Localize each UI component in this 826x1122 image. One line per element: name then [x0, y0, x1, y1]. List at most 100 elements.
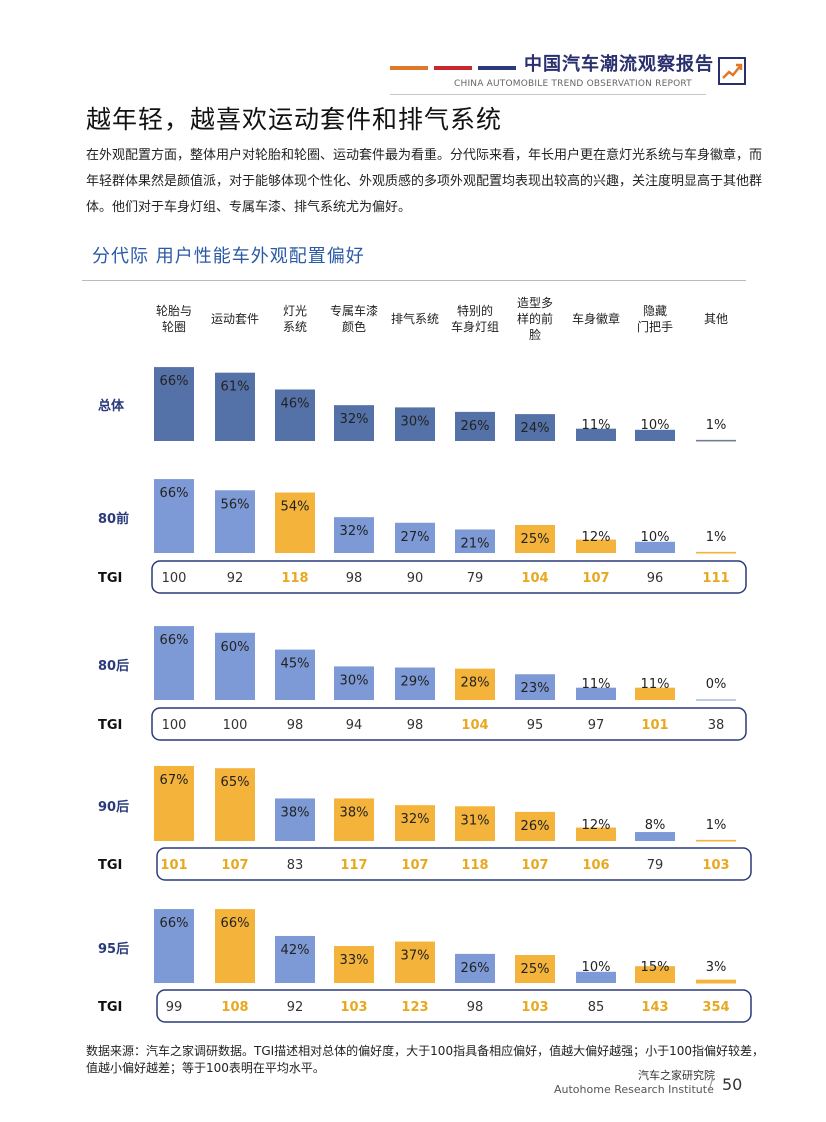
data-label: 67%	[160, 773, 189, 788]
report-title: 中国汽车潮流观察报告	[524, 54, 714, 75]
data-label: 10%	[641, 418, 670, 433]
bar	[696, 839, 736, 841]
data-label: 25%	[521, 532, 550, 547]
bar	[395, 941, 435, 983]
bar	[455, 411, 495, 441]
data-label: 1%	[706, 530, 727, 545]
data-label: 30%	[401, 414, 430, 429]
tgi-value: 101	[160, 858, 187, 873]
bar	[275, 492, 315, 553]
data-label: 29%	[401, 675, 430, 690]
category-label: 其他	[704, 312, 728, 326]
category-label: 样的前	[517, 311, 553, 326]
tgi-value: 99	[166, 1000, 183, 1015]
tgi-label: TGI	[98, 718, 122, 733]
bar	[635, 429, 675, 441]
tgi-value: 103	[340, 1000, 367, 1015]
tgi-value: 104	[521, 571, 548, 586]
data-label: 24%	[521, 421, 550, 436]
bar	[334, 946, 374, 983]
category-label: 灯光	[283, 304, 307, 318]
bar	[395, 407, 435, 441]
tgi-value: 97	[588, 718, 605, 733]
tgi-value: 143	[641, 1000, 668, 1015]
tgi-value: 101	[641, 718, 668, 733]
tgi-value: 92	[227, 571, 244, 586]
data-label: 66%	[160, 633, 189, 648]
data-label: 12%	[582, 818, 611, 833]
category-label: 颜色	[342, 319, 366, 334]
bar	[215, 490, 255, 553]
tgi-value: 98	[467, 1000, 484, 1015]
data-source-note: 数据来源：汽车之家调研数据。TGI描述相对总体的偏好度，大于100指具备相应偏好…	[86, 1044, 764, 1075]
category-label: 造型多	[517, 296, 553, 310]
tgi-value: 90	[407, 571, 424, 586]
bar	[395, 805, 435, 841]
data-label: 56%	[221, 497, 250, 512]
bar	[696, 979, 736, 983]
category-label: 轮胎与	[156, 304, 192, 318]
bar	[215, 909, 255, 983]
data-label: 28%	[461, 676, 490, 691]
data-label: 32%	[340, 524, 369, 539]
bar	[455, 953, 495, 983]
category-label: 门把手	[637, 319, 673, 334]
bar	[334, 517, 374, 553]
tgi-value: 100	[223, 718, 248, 733]
page-number: 50	[722, 1075, 743, 1094]
generation-label: 总体	[98, 398, 125, 414]
data-label: 0%	[706, 677, 727, 692]
bar	[576, 971, 616, 983]
bar	[154, 909, 194, 983]
tgi-label: TGI	[98, 1000, 122, 1015]
bar	[154, 479, 194, 553]
tgi-value: 118	[461, 858, 488, 873]
report-subtitle: CHINA AUTOMOBILE TREND OBSERVATION REPOR…	[454, 79, 692, 89]
tgi-row-box	[156, 989, 752, 1023]
bar	[395, 667, 435, 700]
tgi-value: 103	[521, 1000, 548, 1015]
tgi-value: 92	[287, 1000, 304, 1015]
bar	[576, 827, 616, 841]
tgi-value: 118	[281, 571, 308, 586]
bar	[154, 367, 194, 441]
data-label: 26%	[461, 419, 490, 434]
tgi-value: 106	[582, 858, 609, 873]
data-label: 15%	[641, 960, 670, 975]
data-label: 66%	[160, 486, 189, 501]
trend-chart-icon	[718, 57, 746, 85]
data-label: 54%	[281, 500, 310, 515]
data-label: 23%	[521, 681, 550, 696]
data-label: 37%	[401, 949, 430, 964]
bar	[455, 529, 495, 553]
data-label: 8%	[645, 818, 666, 833]
data-label: 10%	[582, 960, 611, 975]
data-label: 1%	[706, 418, 727, 433]
data-label: 26%	[521, 819, 550, 834]
bar	[455, 668, 495, 700]
data-label: 32%	[340, 412, 369, 427]
bar	[154, 626, 194, 700]
bar	[215, 768, 255, 841]
tgi-value: 98	[287, 718, 304, 733]
bar	[515, 525, 555, 553]
category-label: 排气系统	[391, 311, 439, 326]
header-accent-bar-navy	[478, 66, 516, 70]
data-label: 38%	[340, 805, 369, 820]
tgi-value: 98	[407, 718, 424, 733]
data-label: 45%	[281, 657, 310, 672]
tgi-value: 123	[401, 1000, 428, 1015]
bar	[515, 955, 555, 983]
tgi-row-box	[151, 707, 747, 741]
tgi-value: 104	[461, 718, 488, 733]
data-label: 11%	[641, 677, 670, 692]
bar	[696, 439, 736, 441]
bar	[515, 811, 555, 841]
bar	[515, 674, 555, 700]
tgi-label: TGI	[98, 571, 122, 586]
data-label: 32%	[401, 812, 430, 827]
category-label: 专属车漆	[330, 303, 378, 318]
tgi-value: 100	[162, 571, 187, 586]
bar	[395, 522, 435, 553]
data-label: 25%	[521, 962, 550, 977]
